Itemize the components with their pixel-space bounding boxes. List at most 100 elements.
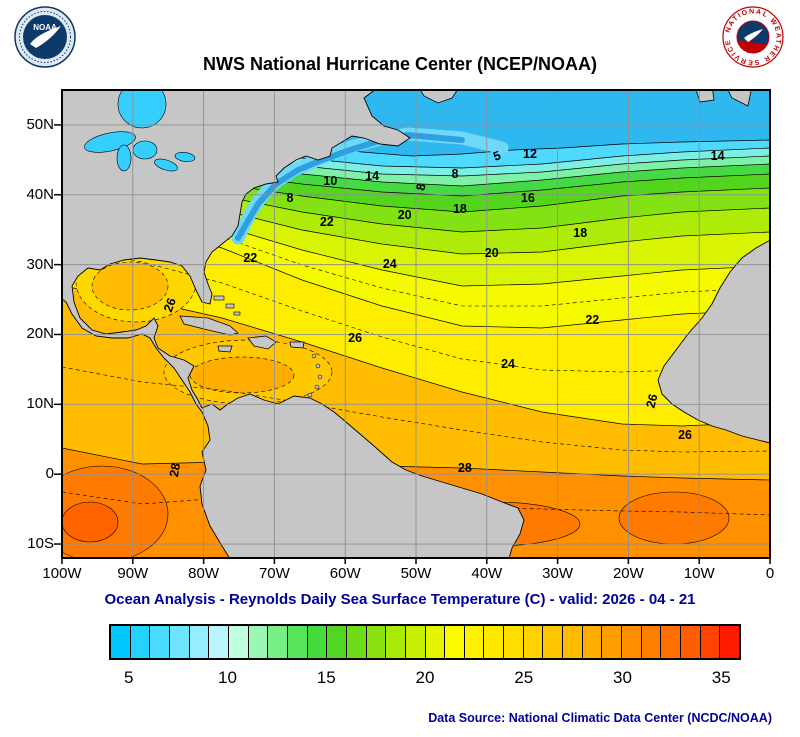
colorbar-cell [581, 626, 602, 658]
colorbar-cell [444, 626, 464, 658]
colorbar-cell [542, 626, 563, 658]
colorbar-cell [621, 626, 641, 658]
warm-patch-pacific-core [62, 501, 119, 543]
land-antilles [311, 353, 317, 359]
contour-label: 16 [520, 191, 535, 206]
analysis-caption: Ocean Analysis - Reynolds Daily Sea Surf… [104, 591, 696, 608]
contour-label: 14 [710, 148, 725, 163]
data-source-credit: Data Source: National Climatic Data Cent… [428, 711, 772, 725]
colorbar-tick-label: 35 [711, 668, 731, 687]
contour-label: 12 [523, 147, 537, 162]
sst-map-region: 100W 90W 80W 70W 60W 50W 40W 30W 20W 10W 0 50N 40N 30… [0, 85, 800, 590]
land-bahamas [225, 303, 235, 309]
colorbar-tick-label: 5 [124, 668, 134, 687]
y-axis-label: 0 [45, 465, 54, 483]
colorbar-tick-label: 20 [415, 668, 435, 687]
colorbar-tick-label: 25 [514, 668, 534, 687]
land-hispaniola [247, 335, 277, 350]
colorbar-cell [168, 626, 189, 658]
land-britain [727, 90, 752, 107]
y-axis-label: 50N [26, 115, 54, 133]
colorbar-cell [306, 626, 327, 658]
land-ireland [695, 90, 715, 103]
colorbar-cell [286, 626, 307, 658]
nws-logo: NATIONAL WEATHER SERVICE [722, 6, 784, 68]
x-axis-label: 80W [188, 565, 220, 582]
contour-label: 28 [167, 461, 184, 479]
colorbar-cell [247, 626, 268, 658]
lake-ontario [174, 152, 196, 162]
lake-michigan [116, 144, 132, 172]
contour-dashed-25 [62, 246, 770, 373]
x-axis-label: 20W [612, 565, 644, 582]
contour-label: 10 [323, 173, 338, 188]
colorbar-cell [463, 626, 484, 658]
y-axis-label: 40N [26, 185, 54, 203]
x-axis-label: 40W [471, 565, 503, 582]
warm-patch-caribbean-core [189, 356, 295, 394]
colorbar-cell [345, 626, 366, 658]
noaa-logo: NOAA [14, 6, 76, 68]
land-jamaica [217, 345, 233, 353]
contour-label: 20 [484, 245, 499, 260]
x-axis-label: 70W [258, 565, 290, 582]
noaa-logo-ring-text [19, 11, 71, 63]
colorbar-cell [503, 626, 523, 658]
colorbar-cell [640, 626, 661, 658]
colorbar-cell [129, 626, 150, 658]
x-axis-label: 50W [400, 565, 432, 582]
land-puerto-rico [289, 341, 305, 349]
nws-red-field [737, 40, 768, 54]
lake-erie [154, 158, 178, 172]
y-axis-label: 10N [26, 395, 54, 413]
colorbar-cell [267, 626, 287, 658]
colorbar-cell [385, 626, 405, 658]
contour-label: 22 [243, 250, 258, 265]
x-axis-label: 10W [683, 565, 715, 582]
warm-patch-gulf-core [91, 261, 169, 311]
sst-filled-contours [62, 90, 770, 558]
colorbar-labels: 5 10 15 20 25 30 35 [109, 668, 741, 692]
colorbar-cell [424, 626, 445, 658]
colorbar-cell [149, 626, 169, 658]
land-greenland [419, 90, 458, 104]
colorbar-cell [522, 626, 543, 658]
land-antilles [317, 374, 323, 380]
colorbar-cell [601, 626, 622, 658]
contour-label: 18 [452, 201, 467, 216]
x-axis-label: 30W [542, 565, 574, 582]
contour-label: 8 [451, 166, 459, 181]
x-axis-label: 60W [329, 565, 361, 582]
land-antilles [314, 384, 320, 390]
colorbar-tick-label: 30 [613, 668, 632, 687]
lake-huron [132, 140, 158, 160]
noaa-logo-text: NOAA [33, 23, 57, 32]
colorbar-cell [227, 626, 248, 658]
colorbar-cell [326, 626, 346, 658]
contour-label: 8 [286, 191, 294, 206]
y-axis-label: 30N [26, 255, 54, 273]
y-axis-label: 20N [26, 325, 54, 343]
sst-map [54, 89, 771, 564]
map-frame [61, 89, 771, 559]
colorbar-cell [699, 626, 720, 658]
gull-icon [30, 26, 61, 48]
gull-icon [744, 29, 763, 42]
x-axis-label: 100W [42, 565, 82, 582]
land-antilles [315, 363, 321, 369]
contour-label: 14 [365, 168, 380, 183]
colorbar-cell [719, 626, 739, 658]
colorbar-cell [208, 626, 228, 658]
x-axis-label: 90W [117, 565, 149, 582]
land-bahamas [213, 295, 225, 301]
warm-patch-gulf-of-guinea [618, 491, 730, 545]
colorbar-cell [188, 626, 209, 658]
colorbar-cell [365, 626, 386, 658]
colorbar-cell [562, 626, 582, 658]
contour-label: 24 [382, 256, 397, 271]
colorbar-tick-label: 15 [316, 668, 336, 687]
land-cuba [179, 315, 239, 336]
temperature-colorbar [109, 624, 741, 660]
colorbar-tick-label: 10 [218, 668, 237, 687]
land-antilles [307, 392, 313, 398]
